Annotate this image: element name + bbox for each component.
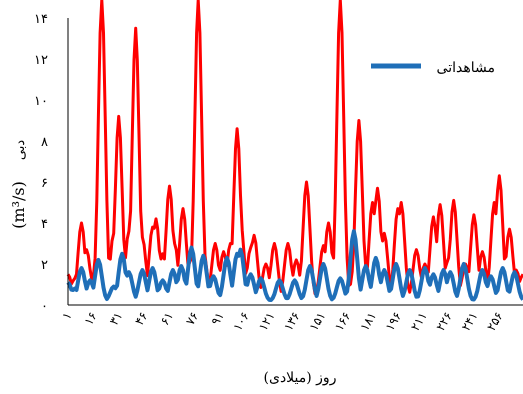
x-tick-label: ۷۶ [183, 310, 202, 328]
x-tick-label: ۱۸۱ [357, 310, 379, 334]
x-tick-label: ۳۱ [107, 310, 126, 328]
y-axis-label-word: دبی [13, 140, 28, 160]
x-tick-label: ۱۲۱ [256, 310, 278, 334]
x-tick-label: ۱۵۱ [307, 310, 329, 334]
y-tick-label: ۱۴ [34, 12, 48, 27]
x-tick-label: ۱۶۶ [332, 310, 354, 334]
x-axis-label: روز (میلادی) [264, 370, 337, 386]
y-axis-label-unit: (m³/s) [9, 181, 28, 229]
legend: مشاهداتی [371, 60, 495, 76]
y-tick-label: ۱۰ [34, 94, 48, 109]
series-layer [66, 0, 523, 302]
x-tick-label: ۲۱۱ [408, 310, 430, 334]
x-tick-label: ۱۹۶ [383, 310, 405, 334]
y-tick-label: ۸ [41, 135, 48, 150]
series-line-observed [66, 229, 523, 302]
x-tick-label: ۲۵۶ [484, 310, 506, 334]
y-tick-layer: ۰ ۲ ۴ ۶ ۸ ۱۰ ۱۲ ۱۴ [34, 12, 48, 314]
series-line-simulated [66, 0, 523, 296]
x-tick-label: ۴۶ [132, 310, 151, 328]
x-tick-label: ۱۶ [81, 310, 100, 328]
y-tick-label: ۰ [41, 299, 48, 314]
y-tick-label: ۴ [41, 217, 48, 232]
x-tick-label: ۶۱ [158, 310, 177, 328]
y-tick-label: ۶ [41, 176, 48, 191]
x-tick-label: ۹۱ [208, 310, 227, 328]
x-tick-label: ۱۳۶ [281, 310, 303, 334]
x-tick-label: ۲۴۱ [459, 310, 481, 334]
x-tick-layer: ۱ ۱۶ ۳۱ ۴۶ ۶۱ ۷۶ ۹۱ ۱۰۶ ۱۲۱ ۱۳۶ ۱۵۱ ۱۶۶ ۱۸۱ ۱۹۶ ۲۱۱ ۲۲۶… [59, 310, 506, 334]
y-tick-label: ۲ [41, 258, 48, 273]
y-tick-label: ۱۲ [34, 53, 48, 68]
x-tick-label: ۱ [59, 310, 74, 323]
x-tick-label: ۱۰۶ [230, 310, 252, 334]
x-tick-label: ۲۲۶ [433, 310, 455, 334]
legend-label-observed: مشاهداتی [437, 60, 495, 76]
